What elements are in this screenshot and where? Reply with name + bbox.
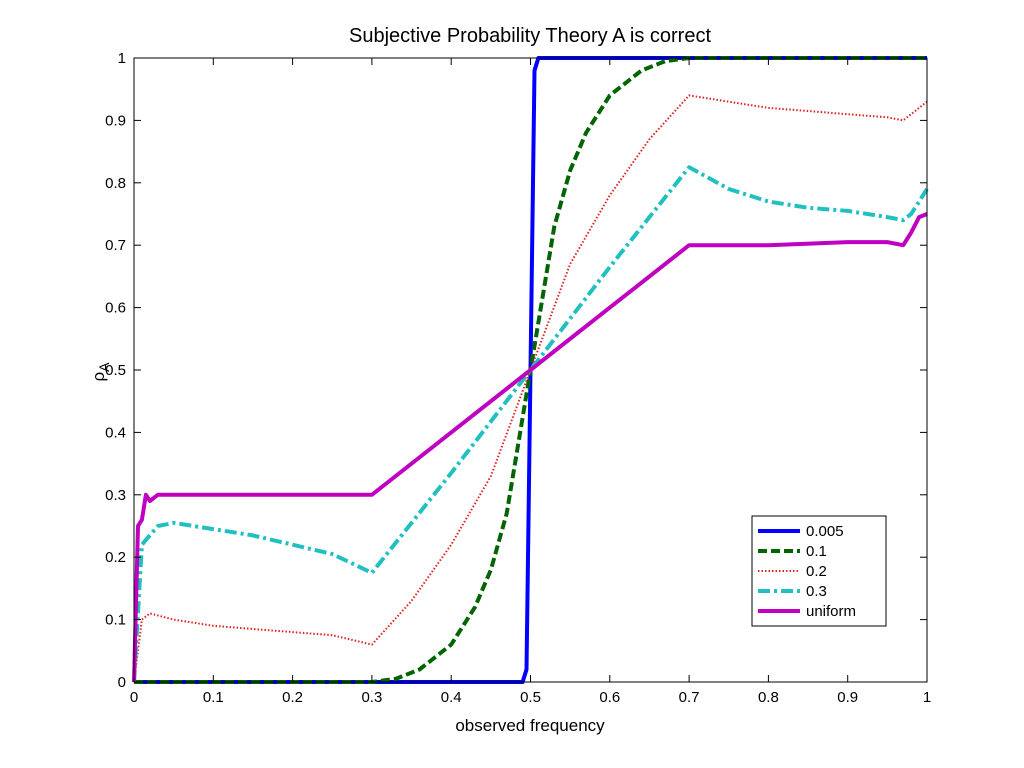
legend-entry-label: 0.3 bbox=[806, 583, 827, 600]
x-tick-label: 0.3 bbox=[361, 689, 382, 706]
series-line-0-3 bbox=[132, 165, 929, 683]
y-axis-label-subscript: A bbox=[96, 362, 112, 372]
y-tick-label: 0.1 bbox=[105, 612, 126, 629]
legend-entry-label: 0.005 bbox=[806, 523, 844, 540]
x-tick-label: 0.4 bbox=[441, 689, 462, 706]
x-tick-label: 1 bbox=[923, 689, 931, 706]
legend: 0.005 0.1 0.2 0.3 uniform bbox=[751, 515, 887, 627]
axes-layer: 0 0.1 0.2 0.3 0.4 0.5 0.6 0.7 0.8 0.9 100.10.20.30… bbox=[105, 50, 931, 706]
series-line-uniform bbox=[132, 212, 928, 683]
legend-entry-label: 0.1 bbox=[806, 543, 827, 560]
y-tick-label: 0.3 bbox=[105, 487, 126, 504]
y-tick-label: 1 bbox=[118, 50, 126, 67]
x-tick-label: 0.8 bbox=[758, 689, 779, 706]
y-tick-label: 0.6 bbox=[105, 300, 126, 317]
series-line-0-2 bbox=[133, 94, 928, 683]
y-tick-label: 0.2 bbox=[105, 549, 126, 566]
y-axis-label: ρA bbox=[89, 362, 112, 382]
y-tick-label: 0.9 bbox=[105, 112, 126, 129]
y-tick-label: 0 bbox=[118, 674, 126, 691]
legend-entry-label: uniform bbox=[806, 603, 856, 620]
y-tick-label: 0.8 bbox=[105, 175, 126, 192]
x-tick-label: 0 bbox=[130, 689, 138, 706]
x-axis-label: observed frequency bbox=[455, 716, 605, 735]
x-tick-label: 0.6 bbox=[599, 689, 620, 706]
y-tick-label: 0.4 bbox=[105, 424, 126, 441]
y-tick-label: 0.5 bbox=[105, 362, 126, 379]
y-axis-label-symbol: ρ bbox=[89, 372, 108, 382]
legend-entry-label: 0.2 bbox=[806, 563, 827, 580]
y-tick-label: 0.7 bbox=[105, 237, 126, 254]
x-tick-label: 0.5 bbox=[520, 689, 541, 706]
x-tick-label: 0.2 bbox=[282, 689, 303, 706]
x-tick-label: 0.9 bbox=[837, 689, 858, 706]
chart-title: Subjective Probability Theory A is corre… bbox=[349, 25, 711, 47]
x-tick-label: 0.7 bbox=[679, 689, 700, 706]
legend-box bbox=[751, 515, 887, 627]
x-tick-label: 0.1 bbox=[203, 689, 224, 706]
